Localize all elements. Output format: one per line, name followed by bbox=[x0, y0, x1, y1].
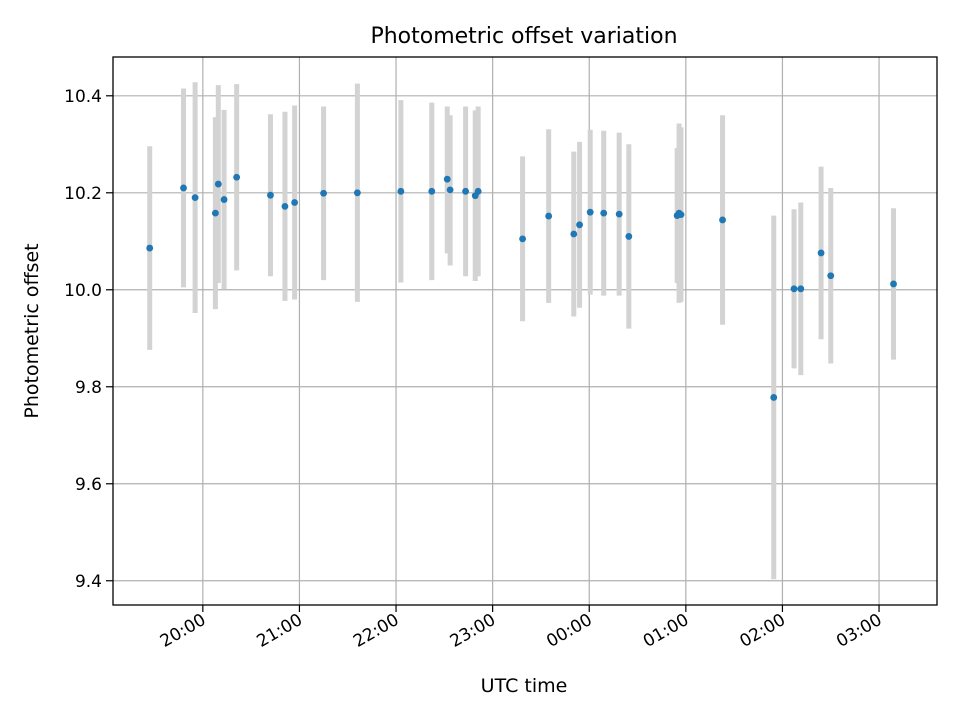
x-tick-label: 21:00 bbox=[254, 610, 306, 652]
data-point bbox=[443, 175, 451, 183]
y-tick-label: 9.4 bbox=[75, 572, 102, 592]
data-point bbox=[281, 202, 289, 210]
chart-title: Photometric offset variation bbox=[370, 24, 677, 49]
x-axis-label: UTC time bbox=[481, 675, 568, 697]
x-tick-label: 00:00 bbox=[543, 610, 595, 652]
x-tick-label: 22:00 bbox=[350, 610, 402, 652]
data-point bbox=[570, 230, 578, 238]
x-axis-ticks: 20:00 21:00 22:00 23:00 00:00 01:00 02:00 03:00 bbox=[157, 605, 886, 652]
data-point bbox=[267, 191, 274, 199]
data-point bbox=[790, 285, 798, 293]
data-point bbox=[890, 280, 897, 288]
data-point bbox=[827, 272, 835, 280]
data-point bbox=[576, 221, 583, 229]
data-point bbox=[220, 196, 228, 203]
data-point bbox=[462, 187, 469, 195]
data-point bbox=[545, 212, 553, 220]
data-point bbox=[320, 189, 327, 197]
data-point bbox=[191, 194, 199, 202]
data-point bbox=[770, 394, 778, 401]
data-point bbox=[474, 187, 482, 195]
data-point bbox=[233, 173, 241, 181]
data-point bbox=[146, 244, 154, 252]
y-axis-label: Photometric offset bbox=[21, 243, 43, 418]
x-tick-label: 20:00 bbox=[157, 610, 209, 652]
data-point bbox=[797, 285, 805, 293]
x-tick-label: 23:00 bbox=[447, 610, 499, 652]
y-tick-label: 9.8 bbox=[75, 378, 102, 398]
data-point bbox=[615, 210, 623, 218]
data-point bbox=[600, 209, 608, 217]
data-point bbox=[586, 208, 594, 216]
data-point bbox=[446, 186, 454, 194]
data-point bbox=[214, 180, 222, 188]
data-point bbox=[719, 216, 726, 224]
y-tick-label: 10.4 bbox=[64, 87, 102, 107]
y-tick-label: 9.6 bbox=[75, 475, 102, 495]
data-point bbox=[180, 184, 187, 192]
data-point bbox=[625, 233, 633, 240]
y-tick-label: 10.0 bbox=[64, 281, 102, 301]
y-tick-label: 10.2 bbox=[64, 184, 102, 204]
y-axis-ticks: 9.4 9.6 9.8 10.0 10.2 10.4 bbox=[64, 87, 113, 592]
data-point bbox=[519, 235, 526, 243]
x-tick-label: 02:00 bbox=[737, 610, 789, 652]
data-point bbox=[291, 199, 299, 206]
plot-frame bbox=[112, 56, 938, 606]
data-point bbox=[353, 189, 361, 197]
x-tick-label: 03:00 bbox=[833, 610, 885, 652]
data-points bbox=[146, 173, 897, 401]
data-point bbox=[397, 187, 405, 195]
data-point bbox=[677, 211, 685, 219]
x-tick-label: 01:00 bbox=[640, 610, 692, 652]
data-point bbox=[817, 249, 825, 257]
data-point bbox=[428, 187, 436, 195]
data-point bbox=[211, 209, 219, 217]
